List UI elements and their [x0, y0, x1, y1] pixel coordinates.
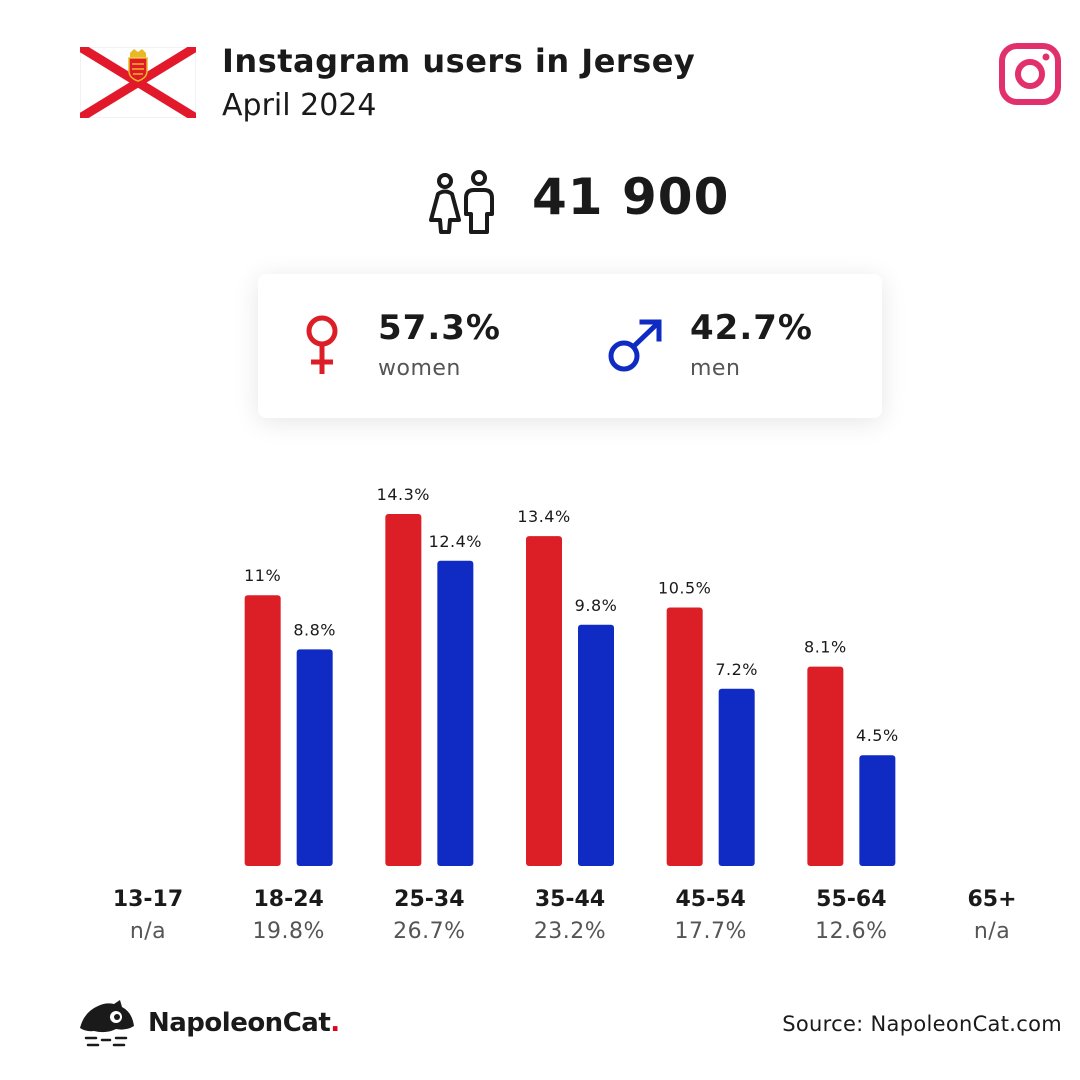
bar-women-45-54: [666, 607, 703, 866]
category-label-45-54: 45-54: [675, 887, 745, 912]
category-label-25-34: 25-34: [394, 887, 464, 912]
bar-women-25-34: [385, 514, 422, 866]
bar-label-women-55-64: 8.1%: [804, 638, 847, 657]
brand-name: NapoleonCat: [148, 1008, 331, 1038]
bar-men-35-44: [578, 624, 615, 866]
chart-title: Instagram users in Jersey: [222, 42, 696, 80]
male-percentage: 42.7%: [690, 308, 813, 348]
category-label-65+: 65+: [967, 887, 1016, 912]
male-label: men: [690, 356, 741, 381]
bar-label-men-45-54: 7.2%: [715, 660, 758, 679]
category-total-55-64: 12.6%: [815, 919, 887, 944]
category-total-25-34: 26.7%: [393, 919, 465, 944]
chart-subtitle: April 2024: [222, 88, 377, 123]
brand-dot: .: [330, 1008, 340, 1038]
category-total-13-17: n/a: [130, 919, 166, 944]
bar-women-35-44: [526, 536, 563, 866]
male-symbol-icon: [608, 319, 662, 372]
jersey-flag-icon: [80, 47, 196, 118]
category-total-45-54: 17.7%: [674, 919, 746, 944]
bar-men-45-54: [718, 688, 755, 866]
napoleoncat-brand: NapoleonCat.: [148, 1008, 340, 1038]
bar-label-women-18-24: 11%: [244, 566, 281, 585]
gender-split-card: 57.3% women 42.7% men: [258, 274, 882, 418]
female-label: women: [378, 356, 461, 381]
bar-label-women-45-54: 10.5%: [658, 579, 711, 598]
bar-men-25-34: [437, 560, 474, 866]
female-percentage: 57.3%: [378, 308, 501, 348]
category-total-35-44: 23.2%: [534, 919, 606, 944]
category-total-18-24: 19.8%: [252, 919, 324, 944]
category-label-55-64: 55-64: [816, 887, 886, 912]
bar-women-55-64: [807, 666, 844, 866]
bar-label-women-35-44: 13.4%: [517, 507, 570, 526]
category-label-18-24: 18-24: [253, 887, 323, 912]
bar-label-men-35-44: 9.8%: [575, 596, 618, 615]
total-users: 41 900: [532, 168, 730, 226]
bar-label-men-18-24: 8.8%: [293, 620, 336, 639]
people-icon: [429, 170, 494, 234]
category-total-65+: n/a: [974, 919, 1010, 944]
age-gender-bar-chart: 13-17 n/a 11% 8.8% 18-24 19.8% 14.3% 12.4% 25-34…: [113, 485, 1017, 944]
source-note: Source: NapoleonCat.com: [782, 1012, 1062, 1036]
category-label-35-44: 35-44: [535, 887, 605, 912]
bar-label-men-55-64: 4.5%: [856, 726, 899, 745]
napoleoncat-logo-icon: [80, 1000, 134, 1047]
bar-women-18-24: [244, 595, 281, 866]
category-label-13-17: 13-17: [113, 887, 183, 912]
bar-men-18-24: [296, 649, 333, 866]
bar-label-men-25-34: 12.4%: [429, 532, 482, 551]
bar-label-women-25-34: 14.3%: [377, 485, 430, 504]
bar-men-55-64: [859, 755, 896, 866]
female-symbol-icon: [306, 315, 338, 374]
instagram-icon: [999, 43, 1061, 105]
